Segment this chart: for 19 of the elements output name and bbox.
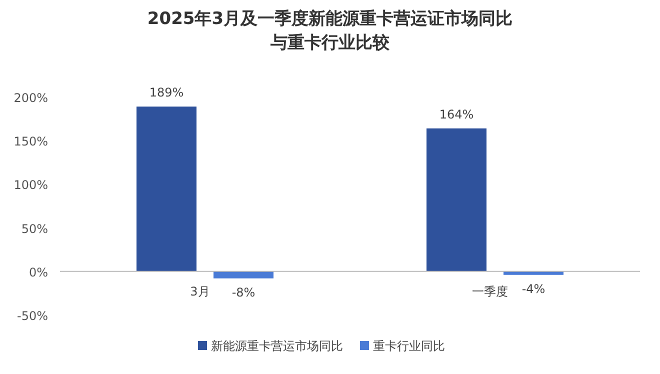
x-tick-label: 一季度	[472, 284, 508, 298]
legend-label: 新能源重卡营运市场同比	[211, 339, 343, 353]
legend-label: 重卡行业同比	[373, 339, 445, 353]
x-tick-label: 3月	[190, 284, 210, 298]
chart-subtitle: 与重卡行业比较	[270, 33, 390, 53]
data-label: 164%	[439, 107, 474, 122]
data-label: 189%	[149, 86, 184, 100]
data-label: -8%	[232, 285, 256, 300]
y-tick-label: -50%	[16, 309, 48, 323]
chart-title: 2025年3月及一季度新能源重卡营运证市场同比	[147, 9, 513, 29]
y-tick-label: 50%	[21, 222, 48, 236]
y-tick-label: 100%	[14, 178, 48, 192]
bar	[426, 128, 486, 272]
y-tick-label: 0%	[28, 265, 48, 280]
data-label: -4%	[522, 282, 546, 296]
y-tick-label: 150%	[14, 134, 48, 149]
bar	[214, 271, 274, 278]
y-tick-label: 200%	[14, 91, 48, 105]
bar	[136, 106, 196, 272]
